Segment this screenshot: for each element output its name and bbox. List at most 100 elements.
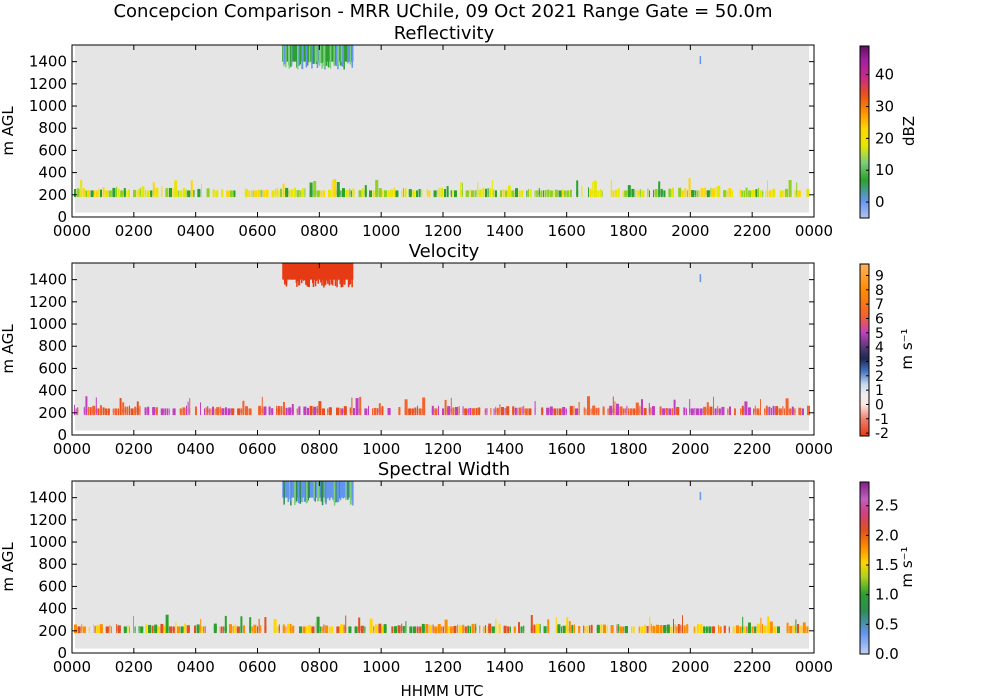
echo-column bbox=[760, 617, 762, 631]
echo-column bbox=[283, 402, 285, 413]
echo-cell bbox=[699, 190, 700, 198]
echo-cell bbox=[632, 626, 635, 634]
echo-cell bbox=[714, 408, 717, 416]
echo-column bbox=[404, 399, 408, 413]
data-feature bbox=[282, 263, 702, 288]
echo-cell bbox=[681, 190, 684, 198]
echo-column bbox=[249, 617, 252, 631]
echo-cell bbox=[130, 408, 134, 416]
colorbar-tick-label: 2 bbox=[875, 369, 884, 385]
echo-cell bbox=[768, 408, 771, 416]
echo-cell bbox=[88, 408, 89, 416]
upper-echo-streak bbox=[318, 45, 321, 66]
x-tick-label: 0600 bbox=[238, 440, 276, 458]
echo-cell bbox=[759, 190, 762, 198]
echo-column bbox=[224, 615, 227, 631]
echo-cell bbox=[277, 626, 279, 634]
echo-column bbox=[689, 399, 691, 413]
echo-cell bbox=[723, 190, 727, 198]
echo-cell bbox=[141, 190, 145, 198]
echo-cell bbox=[219, 408, 221, 416]
echo-cell bbox=[614, 408, 616, 416]
upper-echo-streak bbox=[345, 481, 347, 501]
upper-echo-streak bbox=[283, 481, 285, 505]
echo-cell bbox=[683, 408, 686, 416]
panel-title: Reflectivity bbox=[394, 23, 495, 44]
echo-cell bbox=[189, 408, 191, 416]
echo-cell bbox=[364, 626, 366, 634]
echo-column bbox=[345, 615, 347, 631]
echo-cell bbox=[673, 626, 674, 634]
echo-cell bbox=[623, 408, 625, 416]
echo-cell bbox=[318, 408, 322, 416]
echo-cell bbox=[652, 626, 656, 634]
echo-cell bbox=[624, 408, 626, 416]
echo-cell bbox=[316, 408, 318, 416]
colorbar-tick-label: 0.0 bbox=[875, 645, 899, 663]
echo-cell bbox=[777, 626, 780, 634]
x-tick-label: 0000 bbox=[53, 440, 91, 458]
echo-cell bbox=[351, 408, 353, 416]
colorbar-tick-label: 4 bbox=[875, 340, 884, 356]
echo-cell bbox=[549, 408, 553, 416]
echo-cell bbox=[635, 190, 636, 198]
echo-cell bbox=[136, 190, 138, 198]
echo-cell bbox=[786, 626, 789, 634]
echo-cell bbox=[373, 626, 375, 634]
echo-cell bbox=[581, 190, 583, 198]
y-tick-label: 0 bbox=[57, 644, 67, 662]
x-tick-label: 0200 bbox=[115, 440, 153, 458]
echo-cell bbox=[443, 626, 444, 634]
echo-cell bbox=[165, 190, 169, 198]
echo-column bbox=[190, 180, 193, 195]
echo-cell bbox=[112, 190, 116, 198]
echo-cell bbox=[744, 408, 748, 416]
echo-column bbox=[717, 185, 721, 195]
upper-echo-streak bbox=[319, 45, 322, 64]
echo-cell bbox=[486, 408, 488, 416]
echo-cell bbox=[320, 626, 322, 634]
x-tick-label: 1400 bbox=[486, 658, 524, 676]
panels: 0000 0200 0400 0600 0800 1000 1200 1400 1600 1800… bbox=[0, 23, 918, 676]
echo-cell bbox=[381, 408, 384, 416]
echo-cell bbox=[384, 190, 387, 198]
echo-cell bbox=[248, 190, 251, 198]
echo-cell bbox=[208, 408, 210, 416]
echo-cell bbox=[638, 626, 640, 634]
echo-cell bbox=[237, 408, 241, 416]
echo-cell bbox=[649, 190, 650, 198]
echo-cell bbox=[474, 190, 477, 198]
echo-cell bbox=[204, 408, 205, 416]
x-tick-label: 1800 bbox=[609, 440, 647, 458]
x-tick-label: 1000 bbox=[362, 658, 400, 676]
echo-cell bbox=[345, 190, 349, 198]
echo-cell bbox=[265, 190, 269, 198]
echo-cell bbox=[498, 626, 501, 634]
echo-cell bbox=[677, 626, 680, 634]
echo-cell bbox=[107, 408, 110, 416]
echo-cell bbox=[280, 408, 283, 416]
echo-cell bbox=[518, 190, 521, 198]
echo-cell bbox=[190, 190, 193, 198]
data-feature bbox=[74, 178, 810, 198]
echo-cell bbox=[718, 408, 721, 416]
upper-echo-streak bbox=[320, 263, 322, 283]
echo-cell bbox=[411, 408, 414, 416]
x-tick-label: 0600 bbox=[238, 222, 276, 240]
echo-cell bbox=[139, 190, 141, 198]
echo-cell bbox=[748, 408, 751, 416]
echo-cell bbox=[767, 626, 770, 634]
echo-cell bbox=[378, 408, 381, 416]
echo-cell bbox=[653, 190, 654, 198]
echo-cell bbox=[676, 626, 678, 634]
echo-cell bbox=[442, 408, 444, 416]
echo-cell bbox=[751, 626, 754, 634]
echo-cell bbox=[90, 190, 94, 198]
echo-cell bbox=[177, 626, 180, 634]
echo-cell bbox=[467, 626, 470, 634]
echo-cell bbox=[133, 190, 136, 198]
upper-echo-streak bbox=[339, 263, 341, 285]
echo-column bbox=[461, 182, 463, 195]
echo-cell bbox=[164, 408, 167, 416]
upper-echo-streak bbox=[298, 263, 300, 286]
